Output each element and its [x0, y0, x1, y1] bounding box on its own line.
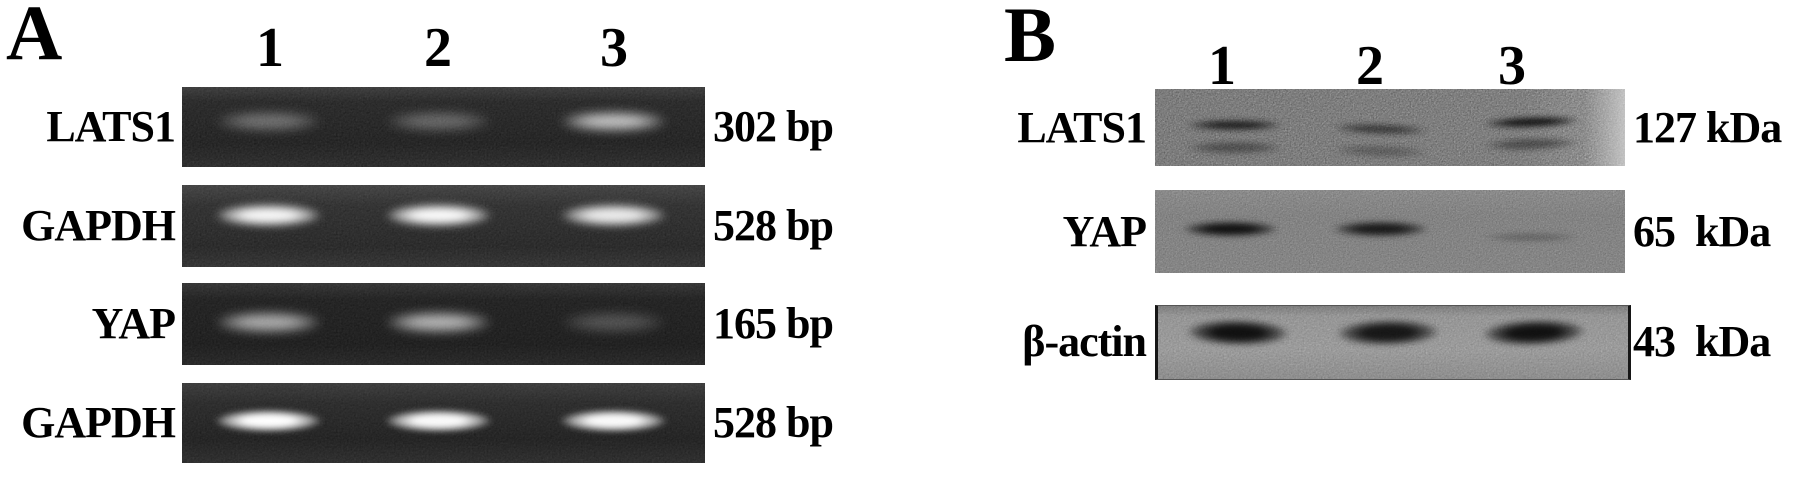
gene-label-lats1-a: LATS1: [46, 102, 176, 151]
mw-label-127kda: 127 kDa: [1633, 102, 1782, 152]
noise-texture: [182, 283, 705, 365]
blot-image-yap-protein: [1155, 190, 1625, 273]
protein-label-yap-b: YAP: [1062, 206, 1147, 256]
lane-number-a-1: 1: [256, 17, 284, 79]
noise-texture: [182, 87, 705, 167]
lane-number-a-2: 2: [424, 17, 452, 79]
gel-image-yap-mrna: [182, 283, 705, 365]
gene-label-gapdh-a2: GAPDH: [21, 398, 176, 447]
noise-texture: [1155, 190, 1625, 273]
size-label-528bp-2: 528 bp: [713, 398, 834, 447]
protein-label-lats1-b: LATS1: [1017, 102, 1147, 152]
lane-number-b-2: 2: [1356, 35, 1384, 97]
gel-image-lats1-mrna: [182, 87, 705, 167]
noise-texture: [182, 185, 705, 267]
mw-label-65kda: 65 kDa: [1633, 206, 1771, 256]
noise-texture: [1158, 306, 1628, 379]
size-label-165bp: 165 bp: [713, 299, 834, 348]
gel-image-gapdh-mrna-2: [182, 383, 705, 463]
lane-number-b-3: 3: [1498, 35, 1526, 97]
gene-label-yap-a: YAP: [91, 299, 176, 348]
blot-image-lats1-protein: [1155, 89, 1625, 166]
panel-a-label: A: [6, 0, 62, 76]
protein-label-beta-actin: β-actin: [1022, 316, 1147, 366]
gel-image-gapdh-mrna-1: [182, 185, 705, 267]
noise-texture: [182, 383, 705, 463]
mw-label-43kda: 43 kDa: [1633, 316, 1771, 366]
size-label-302bp: 302 bp: [713, 102, 834, 151]
noise-texture: [1155, 89, 1625, 166]
panel-b-label: B: [1004, 0, 1056, 78]
lane-number-a-3: 3: [600, 17, 628, 79]
blot-image-beta-actin: [1155, 305, 1631, 380]
gene-label-gapdh-a1: GAPDH: [21, 201, 176, 250]
size-label-528bp-1: 528 bp: [713, 201, 834, 250]
lane-number-b-1: 1: [1208, 35, 1236, 97]
